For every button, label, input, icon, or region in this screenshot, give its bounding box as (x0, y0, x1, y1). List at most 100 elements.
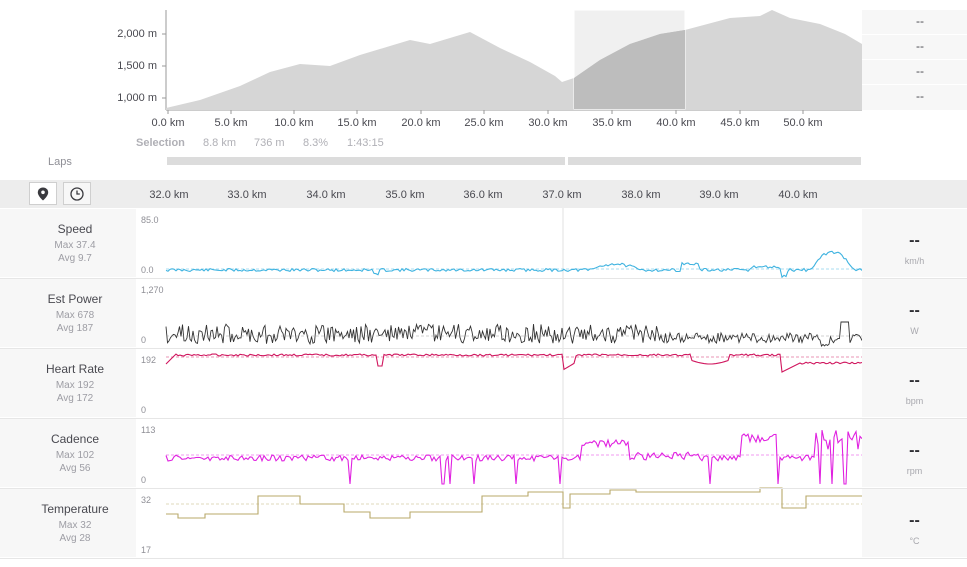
overview-x-tick: 10.0 km (274, 117, 314, 129)
overview-x-tick: 30.0 km (528, 117, 568, 129)
metric-value-panel (862, 419, 967, 487)
overview-x-tick: 45.0 km (720, 117, 760, 129)
time-axis-button[interactable] (63, 182, 91, 205)
metric-scale-bottom: 0 (141, 475, 147, 485)
metric-max: Max 32 (58, 520, 92, 531)
metric-scale-bottom: 0 (141, 405, 147, 415)
metric-avg: Avg 28 (59, 533, 91, 544)
overview-x-tick: 40.0 km (656, 117, 696, 129)
divider (862, 84, 967, 85)
selection-time: 1:43:15 (347, 137, 384, 149)
overview-side-panel (862, 10, 967, 110)
metric-scale-top: 85.0 (141, 215, 159, 225)
elevation-overview-chart[interactable] (0, 0, 967, 180)
detail-toolbar (0, 180, 967, 208)
divider (0, 348, 967, 349)
heart-rate-series (165, 353, 863, 373)
metric-unit: °C (909, 536, 920, 546)
detail-x-tick: 37.0 km (542, 189, 582, 201)
selection-grade: 8.3% (303, 137, 329, 149)
elevation-profile (166, 10, 862, 110)
divider (0, 558, 967, 559)
divider (862, 59, 967, 60)
overview-x-tick: 20.0 km (401, 117, 441, 129)
detail-x-tick: 35.0 km (385, 189, 425, 201)
overview-x-tick: 35.0 km (592, 117, 632, 129)
metric-label-panel (0, 279, 136, 347)
metric-scale-bottom: 17 (141, 545, 152, 555)
overview-x-tick: 5.0 km (214, 117, 248, 129)
metric-heart-rate-label: Heart Rate Max 192 Avg 172 (0, 362, 150, 405)
overview-side-value: -- (916, 64, 924, 78)
metric-label-panel (0, 419, 136, 487)
detail-x-tick: 38.0 km (621, 189, 661, 201)
est-power-series (165, 321, 863, 348)
overview-side-value: -- (916, 39, 924, 53)
metric-max: Max 678 (55, 310, 95, 321)
overview-x-tick: 50.0 km (783, 117, 823, 129)
divider (0, 488, 967, 489)
elevation-overview[interactable]: 2,000 m 1,500 m 1,000 m 0.0 km 5.0 km 10… (0, 0, 967, 180)
metric-label-panel (0, 489, 136, 557)
metric-value-panel (862, 349, 967, 417)
metric-unit: W (910, 326, 919, 336)
metric-power-label: Est Power Max 678 Avg 187 (0, 292, 150, 335)
overview-side-value: -- (916, 14, 924, 28)
metric-current-value: -- (909, 512, 920, 529)
selection-elevation: 736 m (254, 137, 285, 149)
metric-value-panel (862, 489, 967, 557)
lap-bar[interactable] (568, 157, 861, 165)
metric-avg: Avg 187 (56, 323, 94, 334)
overview-y-tick: 2,000 m (117, 28, 157, 40)
metric-charts[interactable] (0, 208, 967, 558)
metric-max: Max 192 (55, 380, 95, 391)
overview-x-tick: 15.0 km (337, 117, 377, 129)
metric-cadence-label: Cadence Max 102 Avg 56 (0, 432, 150, 475)
metric-current-value: -- (909, 302, 920, 319)
overview-y-tick: 1,000 m (117, 92, 157, 104)
laps-label: Laps (48, 156, 72, 168)
metric-temperature-label: Temperature Max 32 Avg 28 (0, 502, 150, 545)
metric-current-value: -- (909, 442, 920, 459)
metric-value-panel (862, 279, 967, 347)
speed-series (165, 250, 863, 279)
metric-current-value: -- (909, 372, 920, 389)
metric-max: Max 37.4 (54, 240, 96, 251)
detail-x-tick: 36.0 km (463, 189, 503, 201)
metric-scale-top: 32 (141, 495, 152, 505)
metric-unit: rpm (906, 466, 923, 476)
selection-distance: 8.8 km (203, 137, 237, 149)
metric-scale-bottom: 0 (141, 335, 147, 345)
divider (0, 418, 967, 419)
divider (862, 34, 967, 35)
detail-x-tick: 34.0 km (306, 189, 346, 201)
detail-x-tick: 33.0 km (227, 189, 267, 201)
metric-avg: Avg 9.7 (58, 253, 92, 264)
overview-x-tick: 0.0 km (151, 117, 185, 129)
cadence-series (165, 429, 863, 485)
metric-scale-bottom: 0.0 (141, 265, 154, 275)
metric-scale-top: 1,270 (141, 285, 164, 295)
detail-x-tick: 32.0 km (149, 189, 189, 201)
lap-bar[interactable] (167, 157, 565, 165)
metric-title: Heart Rate (45, 362, 105, 376)
metric-scale-top: 192 (141, 355, 157, 365)
metric-value-panel (862, 209, 967, 277)
map-pin-button[interactable] (29, 182, 57, 205)
clock-icon (70, 186, 84, 201)
overview-x-tick: 25.0 km (464, 117, 504, 129)
metric-title: Cadence (50, 432, 100, 446)
metric-speed-label: Speed Max 37.4 Avg 9.7 (0, 222, 150, 265)
metric-unit: km/h (904, 256, 925, 266)
metric-avg: Avg 56 (59, 463, 91, 474)
detail-x-tick: 39.0 km (699, 189, 739, 201)
metric-scale-top: 113 (141, 425, 156, 435)
detail-x-tick: 40.0 km (778, 189, 818, 201)
overview-y-tick: 1,500 m (117, 60, 157, 72)
metric-title: Speed (57, 222, 93, 236)
metric-title: Temperature (41, 502, 109, 516)
metric-title: Est Power (47, 292, 103, 306)
metric-avg: Avg 172 (56, 393, 94, 404)
metric-unit: bpm (905, 396, 924, 406)
elevation-profile-selected (574, 30, 685, 109)
